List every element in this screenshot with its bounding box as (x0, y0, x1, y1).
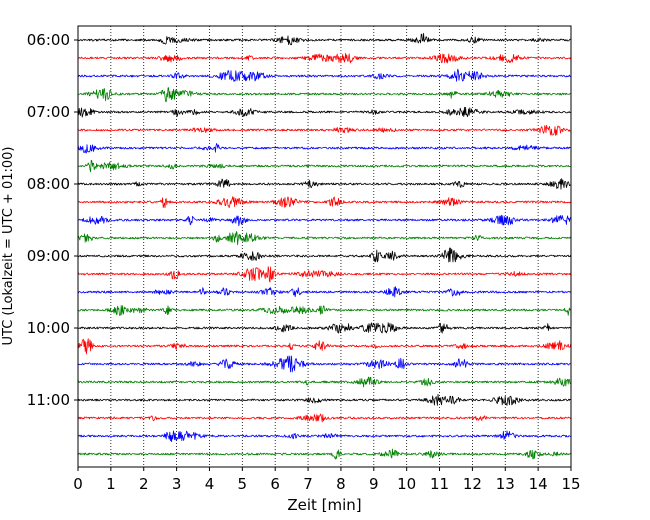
y-tick-label-08:00: 08:00 (27, 175, 70, 193)
x-tick-label-4: 4 (205, 475, 215, 493)
y-tick-label-11:00: 11:00 (27, 391, 70, 409)
x-tick-label-14: 14 (529, 475, 548, 493)
x-tick-label-0: 0 (73, 475, 83, 493)
plot-frame (77, 25, 572, 468)
x-tick-label-6: 6 (270, 475, 280, 493)
trace-1100 (77, 393, 571, 406)
trace-0715 (77, 124, 571, 136)
trace-1030 (77, 355, 571, 373)
x-tick-label-1: 1 (106, 475, 116, 493)
x-tick-label-10: 10 (397, 475, 416, 493)
trace-0815 (77, 196, 571, 209)
trace-0745 (77, 159, 571, 173)
x-tick-label-3: 3 (172, 475, 182, 493)
trace-0845 (77, 231, 571, 246)
trace-0945 (77, 305, 571, 317)
y-tick-label-09:00: 09:00 (27, 247, 70, 265)
trace-0915 (77, 266, 571, 283)
trace-0700 (77, 106, 571, 118)
trace-1015 (77, 338, 571, 355)
trace-1000 (77, 322, 571, 334)
y-tick-label-06:00: 06:00 (27, 31, 70, 49)
y-axis-ticks: 06:00 07:00 08:00 09:00 10:00 11:00 (27, 31, 78, 409)
y-axis-label: UTC (Lokalzeit = UTC + 01:00) (1, 147, 16, 346)
x-tick-label-15: 15 (561, 475, 580, 493)
x-tick-label-8: 8 (336, 475, 346, 493)
trace-0615 (77, 52, 571, 64)
trace-0630 (77, 68, 571, 82)
x-tick-label-2: 2 (139, 475, 149, 493)
trace-1130 (77, 430, 571, 443)
trace-0900 (77, 247, 571, 263)
x-axis-ticks: 0 1 2 3 4 5 6 7 8 9 10 11 12 13 14 15 (73, 467, 581, 493)
trace-1045 (77, 376, 571, 388)
trace-1115 (77, 413, 571, 423)
trace-1145 (77, 448, 571, 460)
x-tick-label-13: 13 (496, 475, 515, 493)
x-tick-label-11: 11 (430, 475, 449, 493)
x-tick-label-9: 9 (369, 475, 379, 493)
y-tick-label-07:00: 07:00 (27, 103, 70, 121)
y-tick-label-10:00: 10:00 (27, 319, 70, 337)
x-tick-label-12: 12 (463, 475, 482, 493)
trace-0930 (77, 286, 571, 298)
trace-0600 (77, 32, 571, 46)
x-tick-label-5: 5 (238, 475, 248, 493)
trace-0730 (77, 143, 571, 154)
trace-0645 (77, 87, 571, 103)
x-tick-label-7: 7 (303, 475, 313, 493)
trace-0800 (77, 178, 571, 190)
trace-0830 (77, 214, 571, 227)
seismic-traces (77, 32, 571, 460)
x-axis-label: Zeit [min] (287, 496, 361, 514)
